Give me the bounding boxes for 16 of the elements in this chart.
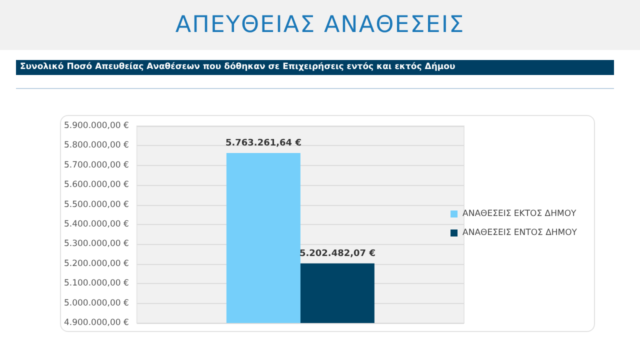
legend-label: ΑΝΑΘΕΣΕΙΣ ΕΝΤΟΣ ΔΗΜΟΥ xyxy=(462,228,578,238)
y-tick-label: 5.800.000,00 € xyxy=(64,140,129,151)
y-tick-label: 5.300.000,00 € xyxy=(64,239,129,250)
y-tick-label: 5.400.000,00 € xyxy=(64,220,129,230)
data-label: 5.763.261,64 € xyxy=(225,138,302,148)
chart-subtitle: Συνολικό Ποσό Απευθείας Αναθέσεων που δόθηκαν σε Επιχειρήσεις εντός και εκτός Δήμου xyxy=(16,60,614,75)
y-tick-label: 5.000.000,00 € xyxy=(64,298,129,308)
y-tick-label: 5.900.000,00 € xyxy=(64,121,129,131)
legend-label: ΑΝΑΘΕΣΕΙΣ ΕΚΤΟΣ ΔΗΜΟΥ xyxy=(462,209,578,219)
y-tick-label: 5.100.000,00 € xyxy=(64,278,129,289)
y-tick-label: 5.200.000,00 € xyxy=(64,258,129,269)
chart-title: ΑΠΕΥΘΕΙΑΣ ΑΝΑΘΕΣΕΙΣ xyxy=(0,0,640,50)
y-tick-label: 5.700.000,00 € xyxy=(64,160,129,170)
y-tick-label: 5.600.000,00 € xyxy=(64,180,129,190)
y-tick-label: 4.900.000,00 € xyxy=(64,318,129,328)
y-tick-label: 5.500.000,00 € xyxy=(64,200,129,210)
